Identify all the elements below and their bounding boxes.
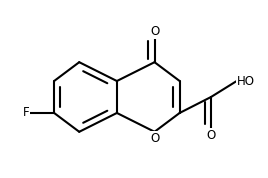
Text: O: O: [206, 129, 216, 142]
Text: F: F: [23, 106, 29, 119]
Text: O: O: [150, 132, 159, 145]
Text: O: O: [150, 25, 159, 38]
Text: HO: HO: [237, 75, 255, 88]
